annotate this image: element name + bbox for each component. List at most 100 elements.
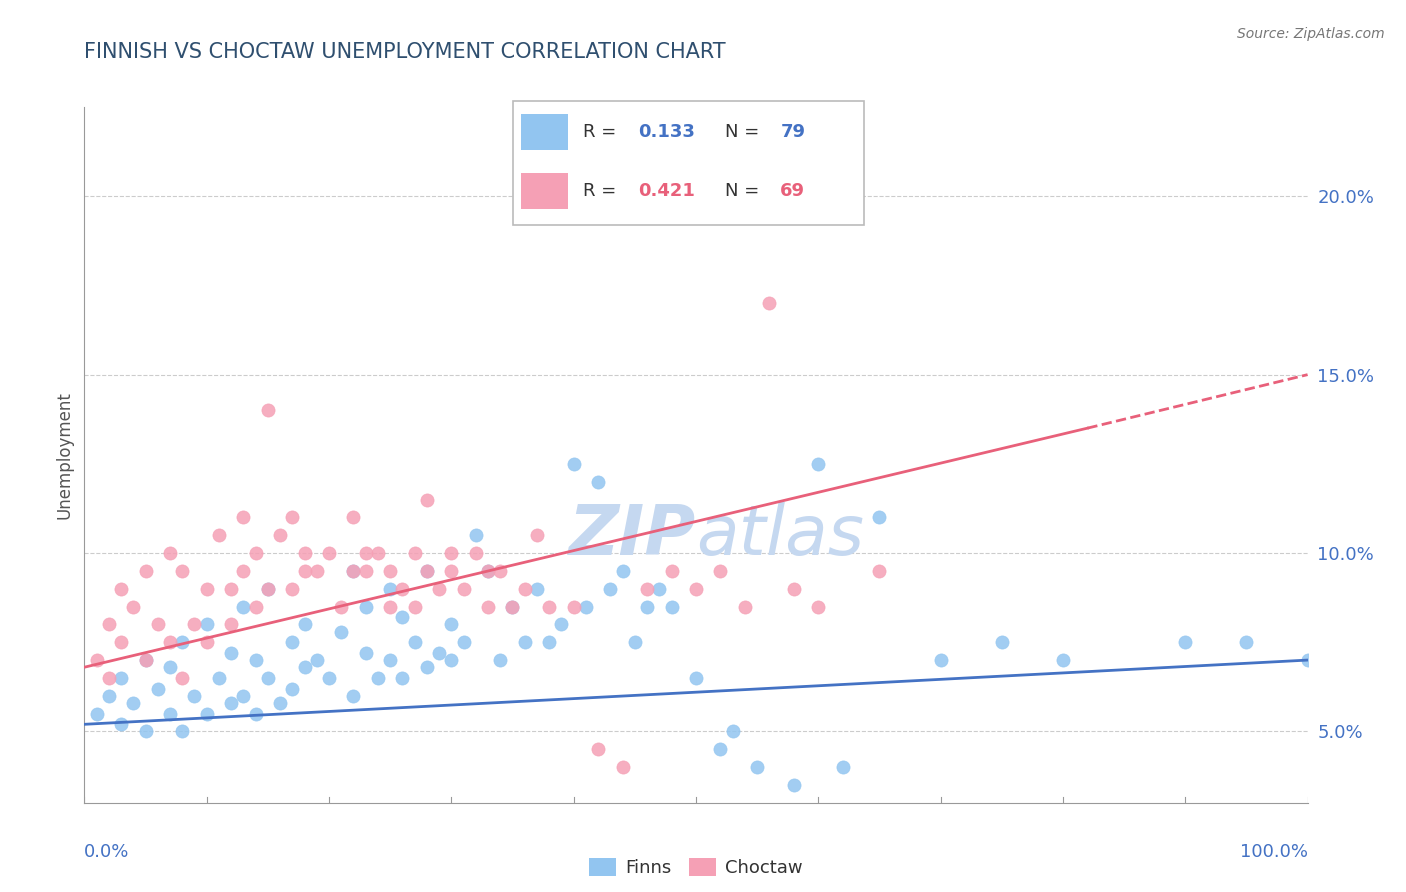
Point — [453, 582, 475, 596]
Point — [281, 510, 304, 524]
Point — [440, 653, 463, 667]
Point — [489, 564, 512, 578]
Point — [636, 599, 658, 614]
Point — [416, 660, 439, 674]
Point — [513, 635, 536, 649]
Text: 0.133: 0.133 — [638, 123, 695, 141]
Point — [281, 681, 304, 696]
Point — [380, 564, 402, 578]
Point — [416, 492, 439, 507]
Point — [612, 564, 634, 578]
Point — [440, 564, 463, 578]
Point — [367, 546, 389, 560]
Text: FINNISH VS CHOCTAW UNEMPLOYMENT CORRELATION CHART: FINNISH VS CHOCTAW UNEMPLOYMENT CORRELAT… — [84, 43, 725, 62]
Point — [427, 582, 450, 596]
Point — [464, 528, 486, 542]
Point — [172, 635, 194, 649]
Point — [380, 582, 402, 596]
Point — [342, 564, 364, 578]
Point — [146, 617, 169, 632]
Point — [305, 564, 328, 578]
Point — [195, 706, 218, 721]
Point — [464, 546, 486, 560]
Point — [685, 671, 707, 685]
FancyBboxPatch shape — [513, 101, 865, 225]
Point — [599, 582, 621, 596]
Point — [758, 296, 780, 310]
Point — [586, 742, 609, 756]
Point — [709, 564, 731, 578]
Text: R =: R = — [583, 123, 621, 141]
Point — [709, 742, 731, 756]
Point — [159, 706, 181, 721]
Text: 69: 69 — [780, 182, 806, 200]
Point — [281, 635, 304, 649]
Point — [477, 564, 499, 578]
Point — [747, 760, 769, 774]
Point — [612, 760, 634, 774]
Point — [110, 582, 132, 596]
Point — [110, 635, 132, 649]
Point — [624, 635, 647, 649]
Point — [281, 582, 304, 596]
Point — [257, 671, 280, 685]
Point — [440, 617, 463, 632]
Point — [245, 706, 267, 721]
Point — [159, 546, 181, 560]
Point — [195, 635, 218, 649]
Point — [183, 689, 205, 703]
Point — [135, 653, 157, 667]
Point — [404, 599, 426, 614]
Point — [575, 599, 598, 614]
Point — [1052, 653, 1074, 667]
Point — [195, 582, 218, 596]
Text: ZIP: ZIP — [568, 501, 696, 569]
Text: 0.0%: 0.0% — [84, 843, 129, 861]
Point — [342, 564, 364, 578]
Point — [245, 546, 267, 560]
Point — [172, 724, 194, 739]
Point — [294, 546, 316, 560]
Point — [404, 546, 426, 560]
Point — [562, 599, 585, 614]
Point — [172, 671, 194, 685]
Point — [135, 724, 157, 739]
Point — [477, 564, 499, 578]
Point — [86, 653, 108, 667]
Point — [807, 457, 830, 471]
Point — [269, 528, 291, 542]
Y-axis label: Unemployment: Unemployment — [55, 391, 73, 519]
Point — [477, 599, 499, 614]
Point — [367, 671, 389, 685]
Point — [219, 646, 242, 660]
Point — [783, 582, 806, 596]
Point — [135, 564, 157, 578]
Point — [501, 599, 523, 614]
FancyBboxPatch shape — [520, 113, 568, 150]
Point — [648, 582, 671, 596]
Point — [305, 653, 328, 667]
Text: N =: N = — [725, 123, 765, 141]
Point — [526, 582, 548, 596]
Point — [318, 546, 340, 560]
Point — [219, 582, 242, 596]
Point — [661, 599, 683, 614]
Point — [257, 582, 280, 596]
Point — [172, 564, 194, 578]
Point — [232, 599, 254, 614]
Point — [636, 582, 658, 596]
Point — [380, 653, 402, 667]
Point — [97, 617, 120, 632]
Point — [513, 582, 536, 596]
Point — [562, 457, 585, 471]
Point — [232, 689, 254, 703]
Point — [257, 403, 280, 417]
Point — [294, 660, 316, 674]
Point — [586, 475, 609, 489]
Point — [440, 546, 463, 560]
Text: N =: N = — [725, 182, 765, 200]
Point — [721, 724, 744, 739]
Point — [929, 653, 952, 667]
Point — [869, 564, 891, 578]
Text: 79: 79 — [780, 123, 806, 141]
